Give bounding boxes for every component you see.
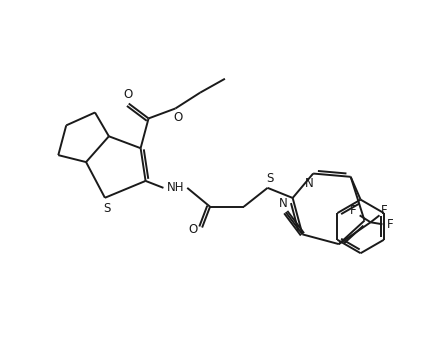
Text: N: N	[278, 197, 287, 210]
Text: O: O	[188, 223, 198, 236]
Text: NH: NH	[167, 181, 184, 194]
Text: N: N	[305, 177, 314, 190]
Text: F: F	[381, 204, 388, 217]
Text: S: S	[266, 172, 273, 185]
Text: F: F	[349, 204, 356, 217]
Text: S: S	[103, 202, 111, 215]
Text: F: F	[387, 218, 394, 231]
Text: O: O	[174, 111, 183, 124]
Text: O: O	[123, 88, 132, 101]
